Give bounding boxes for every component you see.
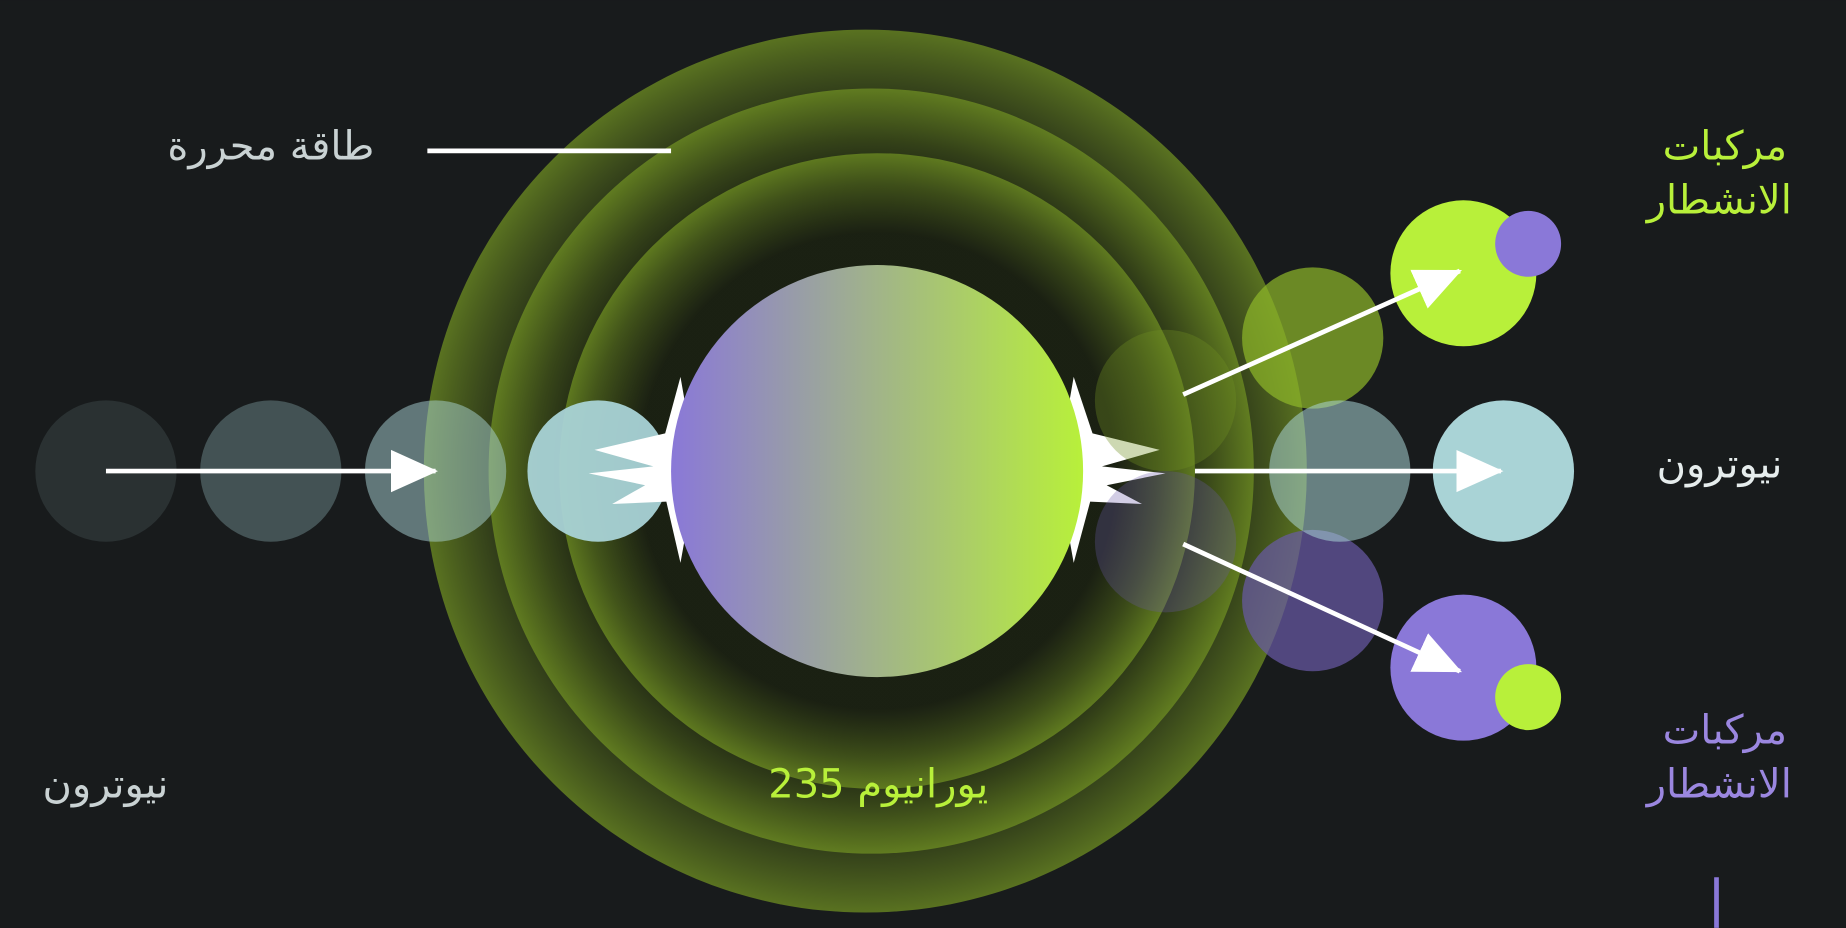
- fission-products-label: الانشطار: [1645, 178, 1792, 224]
- energy-label: طاقة محررة: [167, 123, 374, 169]
- ghost-fragment: [1242, 529, 1384, 672]
- ghost-fragment: [1094, 329, 1237, 472]
- neutron: [527, 400, 669, 542]
- uranium-nucleus: [671, 265, 1084, 678]
- neutron: [1432, 400, 1575, 542]
- fission-product-small: [1495, 210, 1562, 277]
- fission-products-label: مركبات: [1663, 123, 1788, 169]
- ghost-fragment: [1094, 471, 1237, 613]
- burst: [1057, 376, 1166, 563]
- neutron-label: نيوترون: [43, 762, 169, 808]
- fission-products-label: الانشطار: [1645, 762, 1792, 808]
- uranium-label: يورانيوم 235: [768, 762, 988, 808]
- fission-products-label: مركبات: [1663, 707, 1788, 753]
- neutron-label: نيوترون: [1657, 441, 1783, 487]
- arrow: [1182, 268, 1462, 397]
- burst: [588, 376, 697, 563]
- arrow: [1182, 541, 1462, 674]
- fission-product-small: [1495, 664, 1562, 731]
